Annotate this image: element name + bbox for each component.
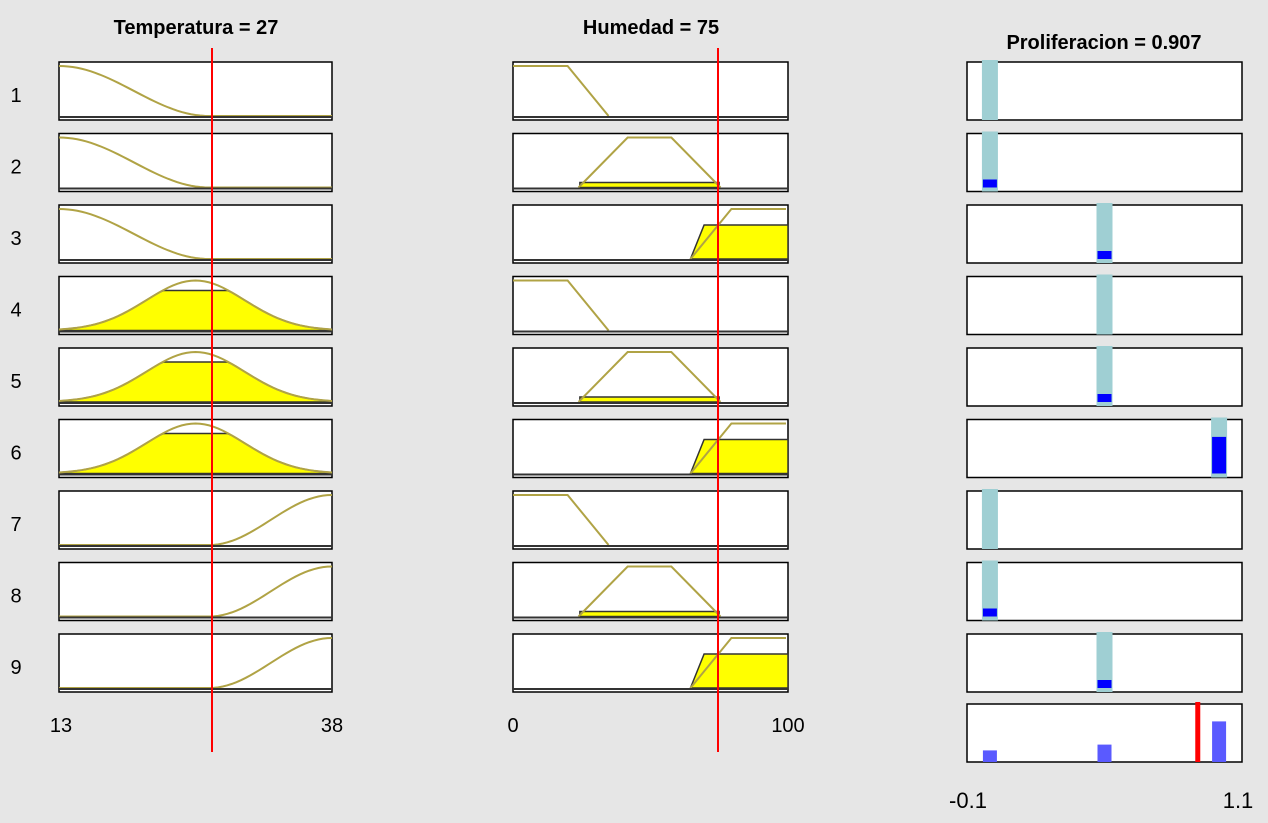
proliferacion-fired-level — [1212, 436, 1227, 474]
proliferacion-output-bar — [981, 131, 998, 192]
temperatura-mf-panel[interactable] — [58, 132, 333, 193]
temperatura-tick-max: 38 — [321, 715, 343, 737]
rule-row: 4 — [10, 274, 1243, 336]
humedad-fired-area — [579, 610, 720, 618]
proliferacion-tick-min: -0.1 — [949, 788, 987, 813]
rule-number: 6 — [10, 443, 21, 465]
proliferacion-output-bar — [1096, 346, 1113, 406]
proliferacion-output-bar — [981, 60, 998, 120]
rule-number: 4 — [10, 300, 21, 322]
humedad-mf-curve — [513, 279, 610, 332]
humedad-fired-area — [579, 396, 720, 403]
rule-row: 2 — [10, 131, 1243, 193]
rule-row: 8 — [10, 560, 1243, 622]
rule-row: 7 — [10, 489, 1243, 550]
proliferacion-output-bar — [1096, 632, 1113, 692]
humedad-fired-area — [579, 181, 720, 189]
proliferacion-title: Proliferacion = 0.907 — [1006, 32, 1201, 54]
proliferacion-output-bar — [1096, 274, 1113, 335]
proliferacion-mf-panel[interactable] — [966, 61, 1243, 121]
humedad-mf-curve — [513, 65, 610, 117]
proliferacion-fired-level — [1097, 251, 1112, 259]
rule-number: 9 — [10, 657, 21, 679]
rule-number: 3 — [10, 228, 21, 250]
proliferacion-output-bar — [1096, 203, 1113, 263]
rule-number: 1 — [10, 85, 21, 107]
humedad-mf-panel[interactable] — [512, 61, 789, 121]
temperatura-mf-panel[interactable] — [58, 490, 333, 550]
temperatura-mf-panel[interactable] — [58, 561, 333, 622]
proliferacion-mf-panel[interactable] — [966, 418, 1243, 479]
humedad-mf-curve — [689, 208, 786, 260]
temperatura-tick-min: 13 — [50, 715, 72, 737]
rule-row: 5 — [10, 346, 1243, 407]
rule-row: 9 — [10, 632, 1243, 693]
rule-rows: 1 2 3 4 5 6 7 8 9 — [10, 60, 1243, 693]
aggregate-bar — [1097, 744, 1112, 762]
rule-number: 8 — [10, 586, 21, 608]
rule-row: 6 — [10, 417, 1243, 479]
humedad-tick-max: 100 — [771, 715, 804, 737]
proliferacion-output-bar — [981, 489, 998, 549]
proliferacion-fired-level — [1097, 680, 1112, 688]
rule-row: 1 — [10, 60, 1243, 121]
humedad-mf-curve — [689, 422, 786, 475]
humedad-mf-curve — [689, 637, 786, 689]
proliferacion-mf-panel[interactable] — [966, 132, 1243, 193]
humedad-mf-curve — [577, 351, 722, 403]
temperatura-mf-curve — [58, 422, 333, 474]
aggregate-bar — [982, 750, 997, 762]
proliferacion-output-bar — [981, 560, 998, 621]
humedad-mf-panel[interactable] — [512, 490, 789, 550]
temperatura-mf-panel[interactable] — [58, 204, 333, 264]
aggregate-bar — [1212, 721, 1227, 762]
humedad-mf-curve — [577, 136, 722, 189]
proliferacion-fired-level — [982, 608, 997, 617]
humedad-mf-curve — [513, 494, 610, 546]
rule-row: 3 — [10, 203, 1243, 264]
proliferacion-mf-panel[interactable] — [966, 490, 1243, 550]
proliferacion-tick-max: 1.1 — [1223, 788, 1254, 813]
temperatura-mf-curve — [58, 279, 333, 331]
rule-number: 7 — [10, 514, 21, 536]
temperatura-mf-panel[interactable] — [58, 61, 333, 121]
rule-number: 2 — [10, 157, 21, 179]
temperatura-mf-panel[interactable] — [58, 633, 333, 693]
temperatura-title: Temperatura = 27 — [114, 17, 279, 39]
proliferacion-fired-level — [1097, 394, 1112, 402]
rule-number: 5 — [10, 371, 21, 393]
humedad-tick-min: 0 — [507, 715, 518, 737]
aggregate-output-plot — [966, 702, 1243, 763]
temperatura-mf-curve — [58, 350, 333, 402]
humedad-title: Humedad = 75 — [583, 17, 719, 39]
humedad-mf-curve — [577, 565, 722, 618]
proliferacion-mf-panel[interactable] — [966, 561, 1243, 622]
proliferacion-fired-level — [982, 179, 997, 188]
humedad-mf-panel[interactable] — [512, 275, 789, 336]
